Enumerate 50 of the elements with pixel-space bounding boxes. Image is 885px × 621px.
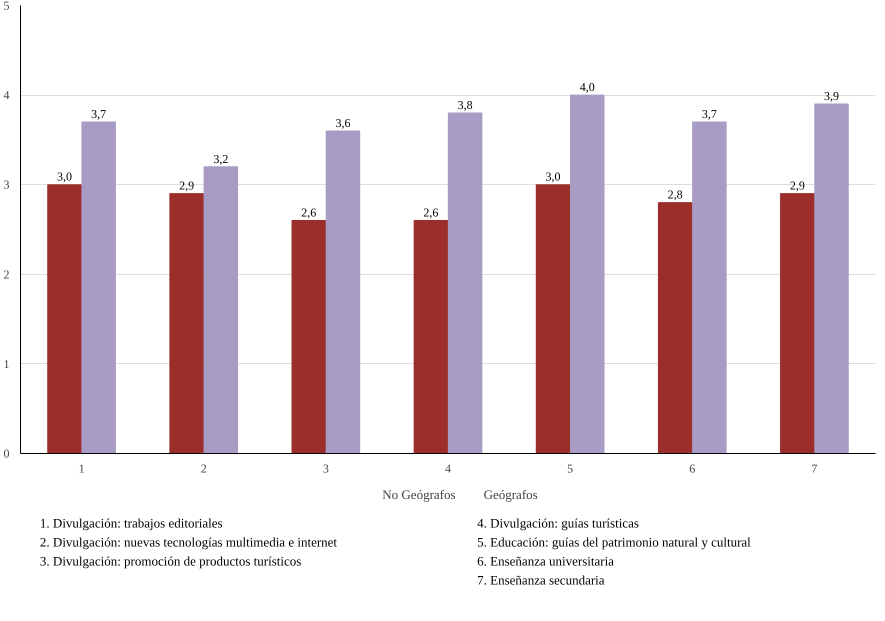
data-label: 3,2 [213,152,228,166]
bar [47,184,82,454]
bar [658,202,692,454]
text: 5. Educación: guías del patrimonio natural y cultural [477,534,752,550]
text: 4. Divulgación: guías turísticas [477,516,639,530]
bar [536,184,570,454]
x-tick-label: 7 [811,462,818,476]
bar [81,121,116,454]
data-label: 2,6 [423,206,438,220]
data-label: 2,9 [179,178,194,193]
bar [814,104,849,454]
data-label: 3,0 [546,170,561,184]
y-tick-label: 0 [4,446,10,460]
y-tick-label: 2 [4,267,10,282]
bar [448,112,482,454]
x-tick-label: 3 [322,462,329,476]
data-label: 3,7 [91,106,106,121]
text: 1. Divulgación: trabajos editoriales [40,516,223,530]
x-tick-label: 5 [567,462,574,476]
x-tick-label: 2 [200,462,207,476]
bar [780,193,815,454]
data-label: 2,8 [668,188,683,202]
text: Geógrafos [484,487,538,503]
data-label: 3,9 [824,89,840,104]
text: 7. Enseñanza secundaria [477,572,605,588]
x-tick-label: 6 [689,462,696,476]
y-tick-label: 1 [4,356,10,371]
x-tick-label: 1 [78,462,85,476]
y-tick-label: 3 [4,178,10,192]
y-tick-label: 5 [4,0,10,12]
bar [326,130,360,454]
data-label: 3,0 [56,170,72,184]
text: 3. Divulgación: promoción de productos turísticos [40,554,302,568]
bar [414,220,448,454]
data-label: 4,0 [580,80,595,94]
data-label: 3,6 [335,116,350,130]
bar [169,193,204,454]
bar [204,166,238,454]
data-label: 2,9 [790,178,805,193]
data-label: 3,7 [702,106,717,121]
text: 2. Divulgación: nuevas tecnologías multimedia e internet [40,534,338,550]
text: No Geógrafos [382,487,456,503]
data-label: 3,8 [458,98,473,112]
text: 6. Enseñanza universitaria [477,554,614,568]
y-tick-label: 4 [4,88,10,102]
bar [292,220,326,454]
bar [692,121,727,454]
bar [570,94,604,454]
x-tick-label: 4 [445,462,451,476]
data-label: 2,6 [301,206,316,220]
